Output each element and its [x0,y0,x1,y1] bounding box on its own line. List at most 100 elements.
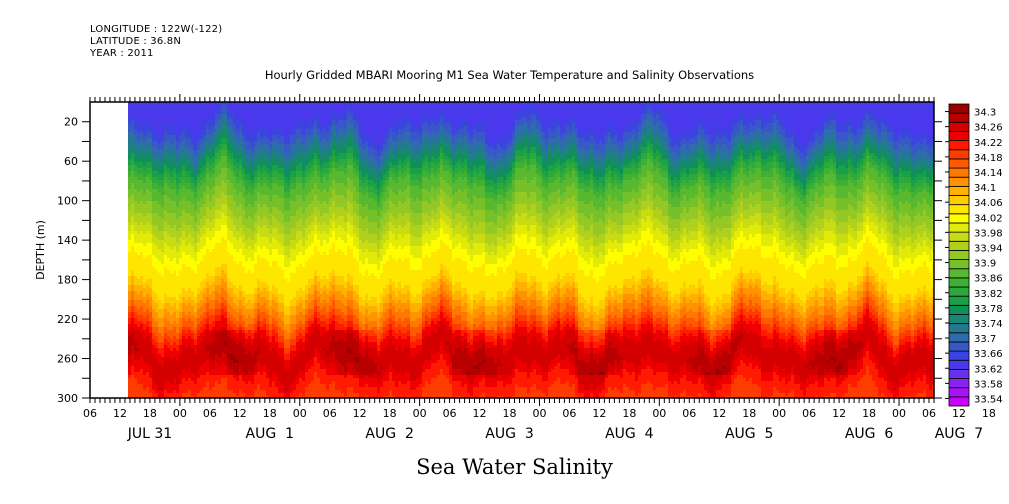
field-cell [254,174,257,177]
field-cell [167,291,170,294]
field-cell [248,312,251,315]
field-cell [239,309,242,312]
field-cell [194,222,197,225]
field-cell [212,381,215,384]
field-cell [143,378,146,381]
field-cell [227,126,230,129]
field-cell [242,180,245,183]
field-cell [170,276,173,279]
field-cell [161,375,164,378]
field-cell [176,393,179,396]
field-cell [224,198,227,201]
field-cell [137,189,140,192]
field-cell [251,177,254,180]
field-cell [161,234,164,237]
field-cell [167,315,170,318]
field-cell [185,213,188,216]
field-cell [221,306,224,309]
field-cell [224,279,227,282]
field-cell [278,177,281,180]
field-cell [233,345,236,348]
field-cell [188,144,191,147]
field-cell [227,378,230,381]
field-cell [188,186,191,189]
field-cell [227,330,230,333]
field-cell [149,300,152,303]
field-cell [278,216,281,219]
field-cell [200,330,203,333]
field-cell [137,186,140,189]
field-cell [206,318,209,321]
field-cell [179,291,182,294]
field-cell [203,183,206,186]
field-cell [236,270,239,273]
field-cell [143,396,146,398]
field-cell [185,246,188,249]
field-cell [149,210,152,213]
field-cell [200,360,203,363]
field-cell [191,390,194,393]
field-cell [272,294,275,297]
field-cell [239,297,242,300]
field-cell [143,165,146,168]
field-cell [269,123,272,126]
field-cell [137,345,140,348]
field-cell [257,123,260,126]
field-cell [215,324,218,327]
field-cell [197,390,200,393]
field-cell [131,171,134,174]
field-cell [131,330,134,333]
field-cell [260,168,263,171]
field-cell [176,234,179,237]
field-cell [188,249,191,252]
field-cell [224,387,227,390]
field-cell [272,216,275,219]
field-cell [239,117,242,120]
field-cell [158,114,161,117]
field-cell [155,159,158,162]
field-cell [206,267,209,270]
field-cell [128,219,131,222]
field-cell [230,312,233,315]
field-cell [185,150,188,153]
field-cell [230,300,233,303]
field-cell [233,165,236,168]
field-cell [263,165,266,168]
field-cell [278,132,281,135]
field-cell [140,168,143,171]
field-cell [182,105,185,108]
field-cell [248,285,251,288]
field-cell [173,324,176,327]
field-cell [185,270,188,273]
field-cell [275,327,278,330]
field-cell [161,369,164,372]
field-cell [161,186,164,189]
field-cell [170,288,173,291]
field-cell [233,294,236,297]
field-cell [149,390,152,393]
field-cell [194,327,197,330]
field-cell [134,189,137,192]
field-cell [248,351,251,354]
field-cell [131,180,134,183]
field-cell [194,303,197,306]
field-cell [128,351,131,354]
field-cell [140,381,143,384]
field-cell [266,294,269,297]
field-cell [170,375,173,378]
field-cell [155,228,158,231]
field-cell [194,282,197,285]
field-cell [131,243,134,246]
field-cell [197,180,200,183]
field-cell [227,144,230,147]
field-cell [239,360,242,363]
field-cell [260,192,263,195]
field-cell [188,282,191,285]
field-cell [275,126,278,129]
field-cell [266,237,269,240]
field-cell [206,372,209,375]
field-cell [143,120,146,123]
field-cell [260,291,263,294]
field-cell [242,345,245,348]
field-cell [155,126,158,129]
